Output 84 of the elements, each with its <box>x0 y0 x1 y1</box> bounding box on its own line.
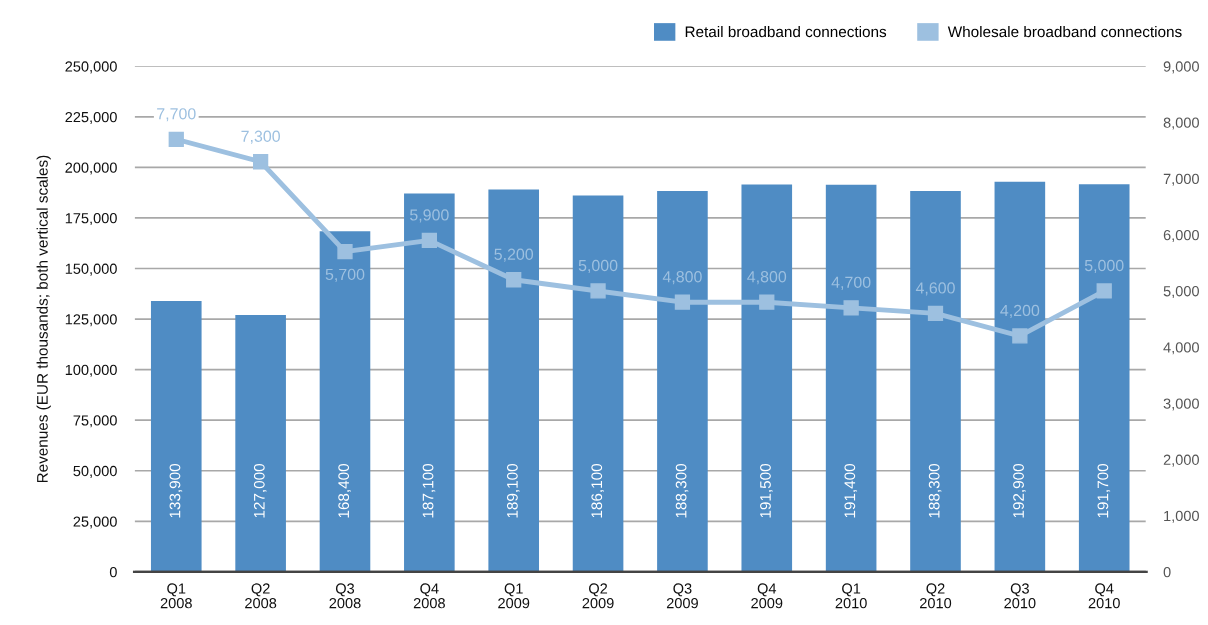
data-label: 5,000 <box>1084 259 1124 274</box>
data-label: 186,100 <box>591 463 604 518</box>
y2-tick-label: 1,000 <box>1164 510 1199 523</box>
y-tick-label: 25,000 <box>73 516 117 529</box>
y-tick-label: 125,000 <box>65 314 117 327</box>
y-axis-title: Revenues (EUR thousands; both vertical scales) <box>36 155 51 483</box>
point <box>168 131 184 147</box>
x-tick-label: Q4 2009 <box>751 583 783 609</box>
x-tick-label: Q2 2010 <box>920 583 952 609</box>
bar <box>235 315 286 572</box>
y2-tick-label: 2,000 <box>1163 454 1199 467</box>
data-label: 5,900 <box>410 209 449 223</box>
point <box>1012 328 1028 344</box>
data-label: 5,000 <box>578 259 618 274</box>
legend-label: Wholesale broadband connections <box>947 25 1182 38</box>
y2-tick-label: 0 <box>1163 566 1171 578</box>
data-label: 168,400 <box>338 463 351 518</box>
point <box>759 294 775 310</box>
data-label: 5,700 <box>325 268 365 282</box>
bar <box>488 189 540 572</box>
data-label: 189,100 <box>506 463 520 518</box>
point <box>421 232 437 249</box>
data-label: 187,100 <box>422 463 436 518</box>
bar <box>910 191 961 572</box>
bar <box>825 184 877 572</box>
y-tick-label: 100,000 <box>65 364 117 377</box>
x-tick-label: Q3 2010 <box>1004 583 1036 609</box>
point <box>337 244 353 260</box>
data-label: 191,500 <box>760 463 773 518</box>
y2-tick-label: 4,000 <box>1163 342 1199 355</box>
point <box>252 154 269 170</box>
x-tick-label: Q4 2008 <box>413 583 445 609</box>
data-label: 4,200 <box>1000 304 1040 318</box>
data-label: 4,700 <box>831 276 871 290</box>
point <box>927 305 944 322</box>
point <box>506 272 522 288</box>
bar <box>994 181 1046 572</box>
data-label: 4,600 <box>915 282 955 296</box>
y2-tick-label: 8,000 <box>1163 117 1199 130</box>
x-tick-label: Q1 2008 <box>160 583 192 609</box>
data-label: 7,300 <box>241 130 280 144</box>
x-tick-label: Q3 2008 <box>329 583 361 609</box>
bar <box>741 184 793 572</box>
point <box>843 300 859 316</box>
y-tick-label: 0 <box>109 566 117 578</box>
y2-tick-label: 5,000 <box>1163 286 1199 299</box>
bar <box>1078 184 1130 572</box>
point <box>1096 283 1112 299</box>
y-tick-label: 200,000 <box>65 162 117 175</box>
x-tick-label: Q2 2009 <box>582 583 614 609</box>
bar <box>404 193 455 572</box>
x-tick-label: Q1 2010 <box>835 583 867 609</box>
y-tick-label: 250,000 <box>65 61 117 74</box>
point <box>590 283 606 299</box>
bar <box>319 231 371 572</box>
data-label: 5,200 <box>494 248 534 262</box>
y-tick-label: 175,000 <box>65 213 117 226</box>
data-label: 191,700 <box>1097 463 1111 518</box>
y-tick-label: 225,000 <box>65 111 117 124</box>
x-tick-label: Q4 2010 <box>1088 583 1120 609</box>
data-label: 192,900 <box>1013 463 1026 518</box>
data-label: 133,900 <box>169 463 183 518</box>
data-label: 7,700 <box>157 108 196 122</box>
y2-tick-label: 7,000 <box>1163 173 1199 186</box>
x-tick-label: Q3 2009 <box>666 583 698 609</box>
data-label: 188,300 <box>928 463 942 518</box>
x-tick-label: Q2 2008 <box>245 583 277 609</box>
bar <box>572 195 624 572</box>
data-label: 127,000 <box>253 463 267 518</box>
x-tick-label: Q1 2009 <box>498 583 530 609</box>
data-label: 188,300 <box>675 463 689 518</box>
data-label: 4,800 <box>747 271 787 285</box>
y-tick-label: 75,000 <box>73 415 117 428</box>
y2-tick-label: 6,000 <box>1163 229 1199 242</box>
y-tick-label: 150,000 <box>65 263 117 276</box>
data-label: 191,400 <box>844 463 858 518</box>
legend-label: Retail broadband connections <box>685 25 887 38</box>
y2-tick-label: 3,000 <box>1163 398 1199 411</box>
y2-tick-label: 9,000 <box>1163 61 1199 74</box>
bar <box>150 301 202 572</box>
data-label: 4,800 <box>662 271 702 285</box>
point <box>674 294 691 310</box>
bar <box>657 191 708 572</box>
y-tick-label: 50,000 <box>73 465 117 478</box>
